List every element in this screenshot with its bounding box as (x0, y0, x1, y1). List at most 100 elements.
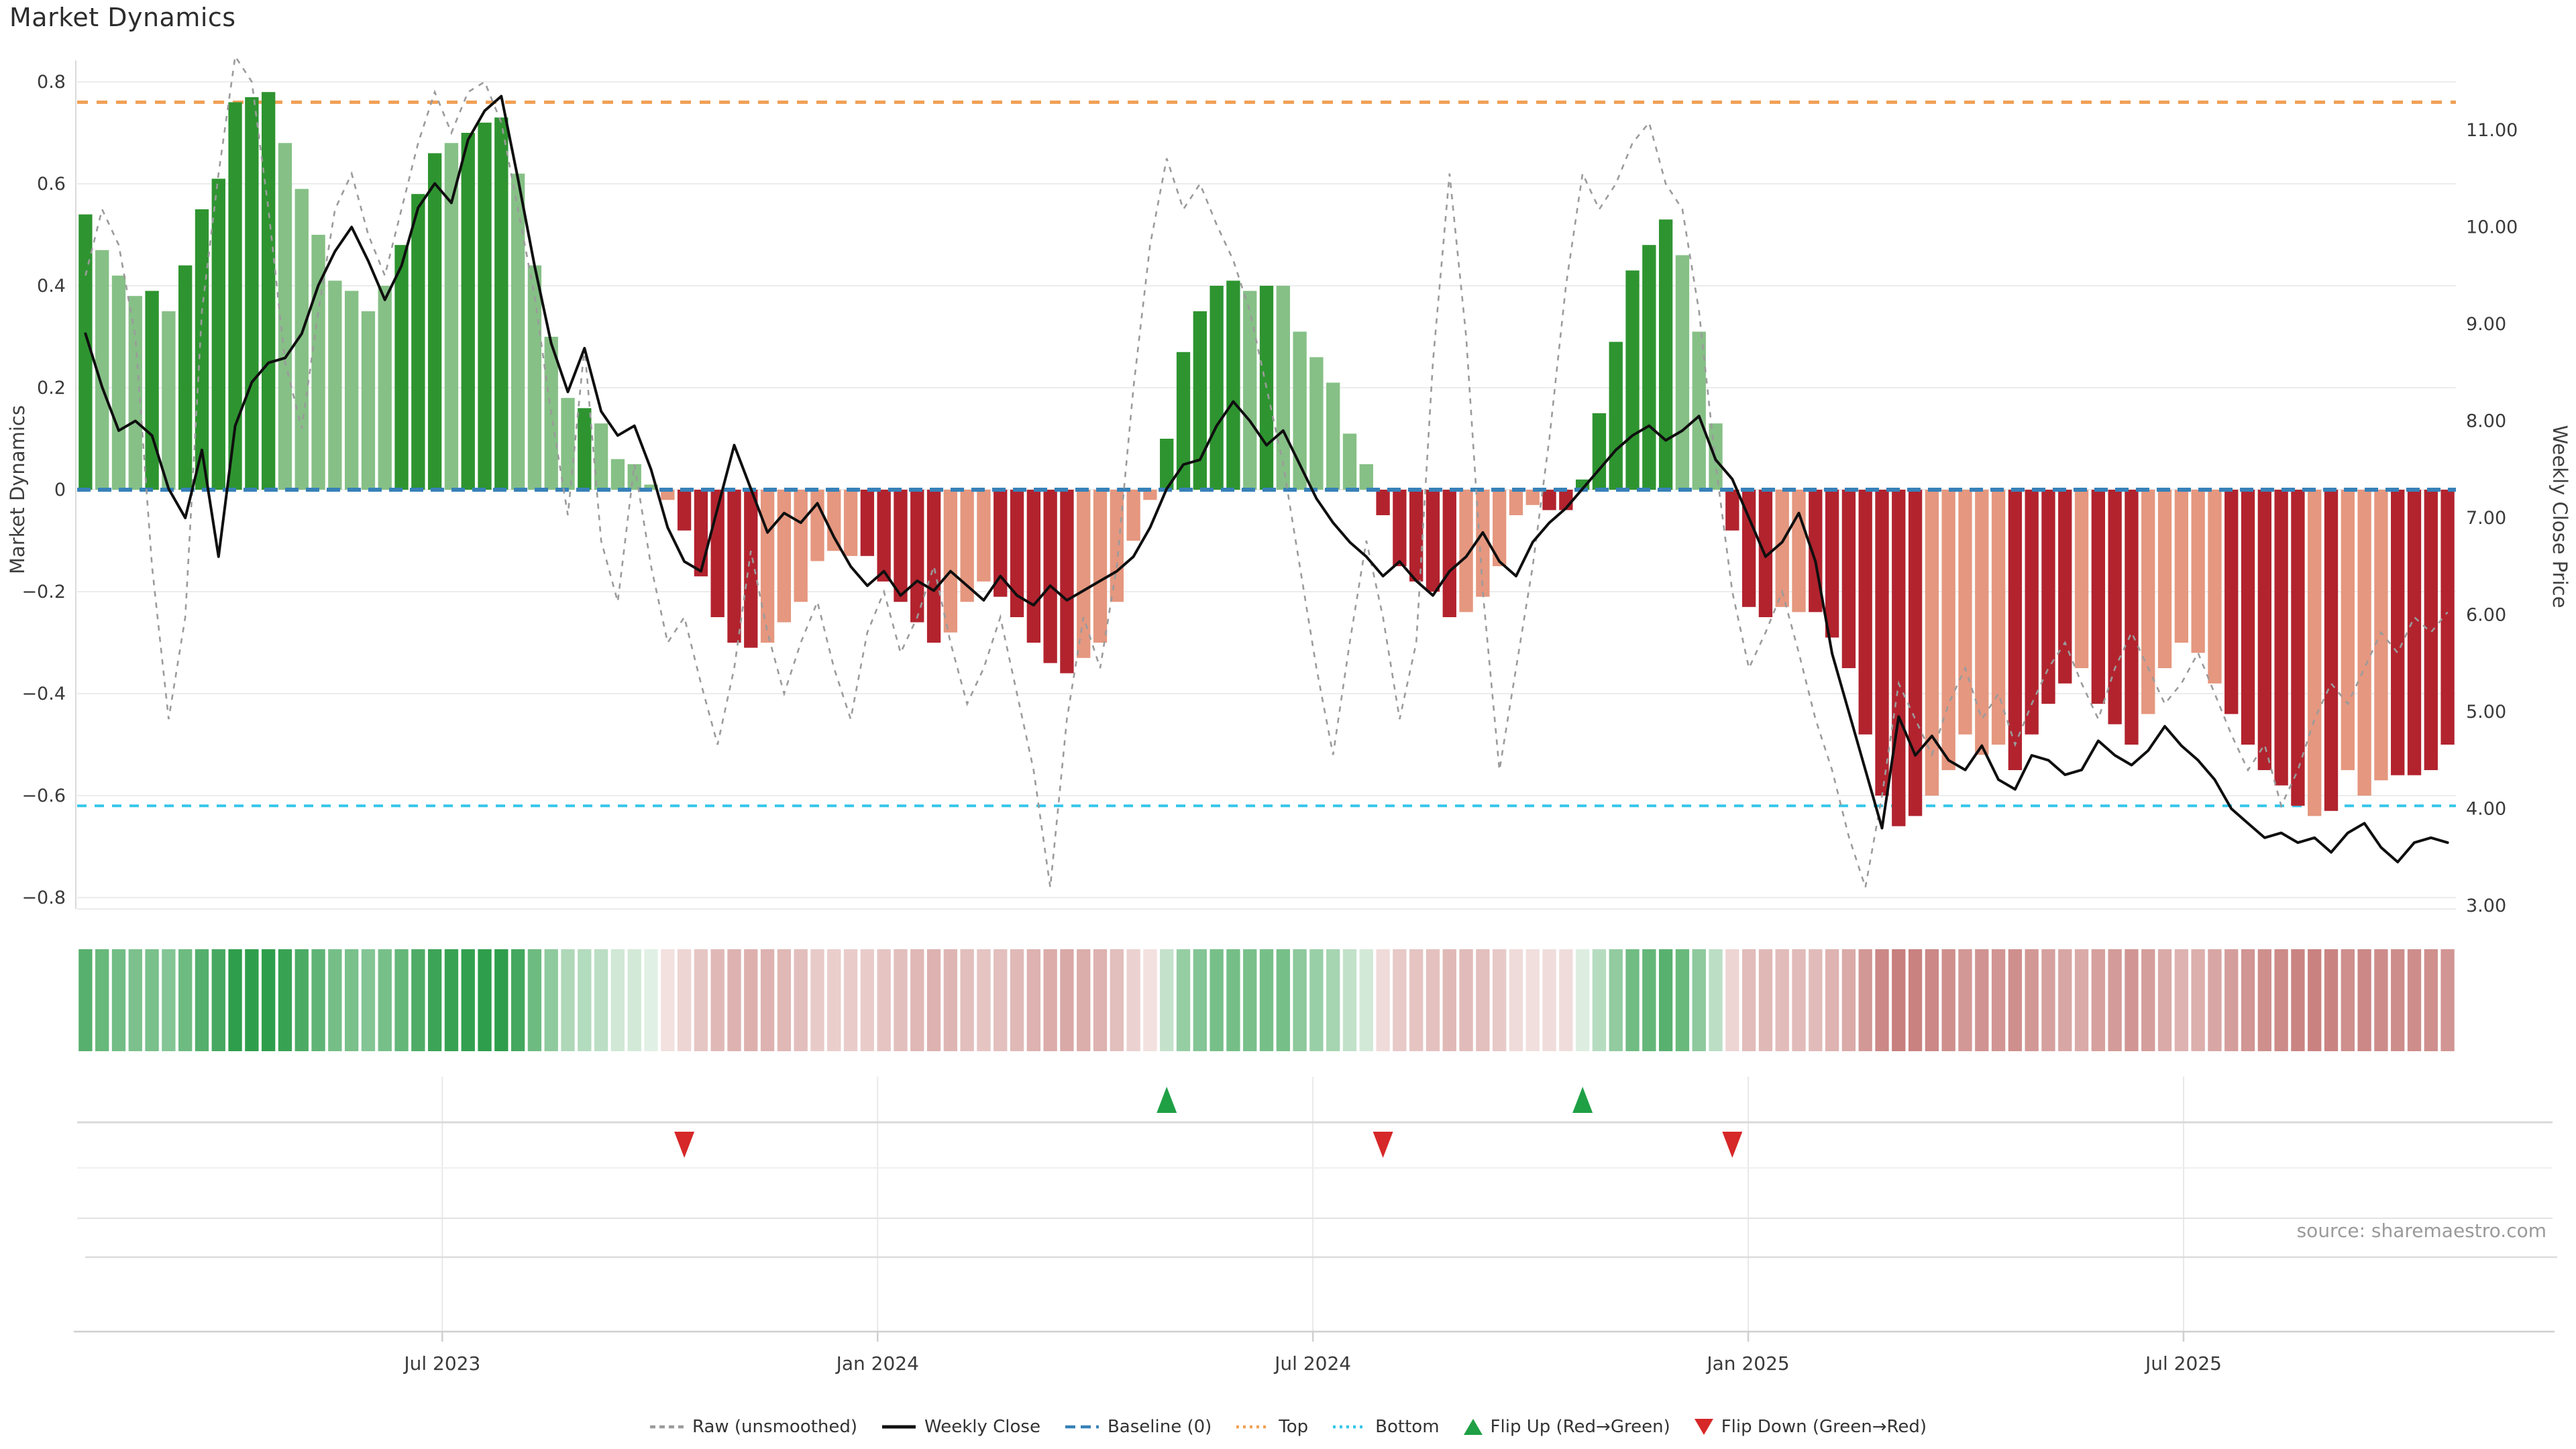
dynamics-bar (1542, 490, 1556, 511)
heatmap-cell (2341, 949, 2355, 1051)
dynamics-bar (610, 459, 625, 490)
heatmap-cell (1725, 949, 1739, 1051)
heatmap-cell (2274, 949, 2288, 1051)
heatmap-cell (444, 949, 459, 1051)
heatmap-cell (1226, 949, 1240, 1051)
left-axis-tick-label: 0.8 (37, 72, 66, 93)
dynamics-bar (594, 423, 608, 490)
heatmap-cell (511, 949, 525, 1051)
legend: Raw (unsmoothed) Weekly Close Baseline (0)… (649, 1417, 1927, 1437)
heatmap-cell (661, 949, 675, 1051)
heatmap-cell (1210, 949, 1224, 1051)
heatmap-cell (1758, 949, 1773, 1051)
dynamics-bar (1077, 490, 1091, 658)
dynamics-bar (1176, 352, 1191, 490)
triangle-up-icon (1463, 1419, 1483, 1435)
dynamics-bar (1908, 490, 1923, 816)
legend-swatch-icon (882, 1425, 916, 1429)
heatmap-cell (994, 949, 1008, 1051)
dynamics-bar (511, 173, 525, 490)
heatmap-cell (744, 949, 758, 1051)
dynamics-bar (694, 490, 708, 577)
dynamics-bar (810, 490, 824, 561)
heatmap-cell (427, 949, 442, 1051)
heatmap-cell (311, 949, 325, 1051)
heatmap-cell (1509, 949, 1523, 1051)
flip-down-marker (1722, 1132, 1743, 1158)
legend-item-label: Flip Up (Red→Green) (1490, 1417, 1670, 1437)
heatmap-cell (2141, 949, 2155, 1051)
heatmap-cell (1958, 949, 1972, 1051)
dynamics-bar (1692, 331, 1706, 490)
heatmap-cell (2091, 949, 2106, 1051)
heatmap-cell (1243, 949, 1257, 1051)
dynamics-bar (1160, 439, 1174, 490)
dynamics-bar (2391, 490, 2405, 775)
right-axis-tick-label: 4.00 (2466, 799, 2506, 820)
heatmap-cell (1143, 949, 1157, 1051)
dynamics-bar (1991, 490, 2006, 745)
legend-item: Flip Up (Red→Green) (1463, 1417, 1670, 1437)
dynamics-bar (2041, 490, 2055, 704)
dynamics-bar (1342, 433, 1357, 490)
right-axis-tick-label: 3.00 (2466, 896, 2506, 916)
dynamics-bar (2074, 490, 2089, 668)
x-axis-tick-label: Jan 2024 (835, 1352, 919, 1375)
heatmap-cell (211, 949, 225, 1051)
heatmap-cell (178, 949, 193, 1051)
heatmap-cell (378, 949, 392, 1051)
dynamics-bar (910, 490, 924, 623)
flip-down-marker (1373, 1132, 1393, 1158)
left-axis-tick-label: 0.2 (37, 378, 66, 398)
heatmap-cell (1093, 949, 1108, 1051)
dynamics-bar (162, 311, 176, 490)
legend-swatch-icon (1333, 1425, 1367, 1429)
heatmap-cell (245, 949, 259, 1051)
heatmap-cell (1259, 949, 1274, 1051)
dynamics-bar (744, 490, 758, 648)
heatmap-cell (128, 949, 142, 1051)
heatmap-cell (344, 949, 359, 1051)
dynamics-bar (827, 490, 841, 551)
heatmap-cell (2257, 949, 2271, 1051)
dynamics-bar (411, 194, 425, 490)
legend-item-label: Weekly Close (924, 1417, 1040, 1437)
heatmap-cell (1625, 949, 1640, 1051)
heatmap-cell (943, 949, 958, 1051)
heatmap-cell (860, 949, 875, 1051)
dynamics-bar (2191, 490, 2205, 653)
heatmap-cell (926, 949, 941, 1051)
heatmap-cell (2224, 949, 2239, 1051)
heatmap-cell (195, 949, 209, 1051)
dynamics-bar (328, 280, 342, 490)
heatmap-cell (894, 949, 908, 1051)
heatmap-cell (2424, 949, 2438, 1051)
dynamics-bar (2224, 490, 2239, 714)
left-axis-tick-label: 0 (54, 480, 66, 500)
dynamics-bar (2208, 490, 2222, 684)
heatmap-cell (1160, 949, 1174, 1051)
heatmap-cell (694, 949, 708, 1051)
heatmap-cell (1658, 949, 1673, 1051)
heatmap-cell (2041, 949, 2055, 1051)
dynamics-bar (1741, 490, 1756, 607)
dynamics-bar (1525, 490, 1540, 505)
heatmap-cell (1126, 949, 1140, 1051)
legend-swatch-icon (649, 1425, 684, 1429)
legend-item-label: Raw (unsmoothed) (692, 1417, 858, 1437)
heatmap-cell (2174, 949, 2189, 1051)
x-axis-tick-label: Jul 2025 (2144, 1352, 2222, 1375)
heatmap-cell (78, 949, 93, 1051)
dynamics-bar (1492, 490, 1507, 566)
heatmap-cell (2391, 949, 2405, 1051)
dynamics-bar (661, 490, 675, 500)
legend-item-label: Top (1279, 1417, 1309, 1437)
dynamics-bar (1210, 286, 1224, 490)
dynamics-bar (1409, 490, 1424, 582)
dynamics-bar (794, 490, 808, 602)
heatmap-cell (1975, 949, 1989, 1051)
heatmap-cell (2157, 949, 2172, 1051)
heatmap-cell (2324, 949, 2339, 1051)
heatmap-cell (1858, 949, 1872, 1051)
left-axis-tick-label: −0.6 (21, 786, 66, 806)
